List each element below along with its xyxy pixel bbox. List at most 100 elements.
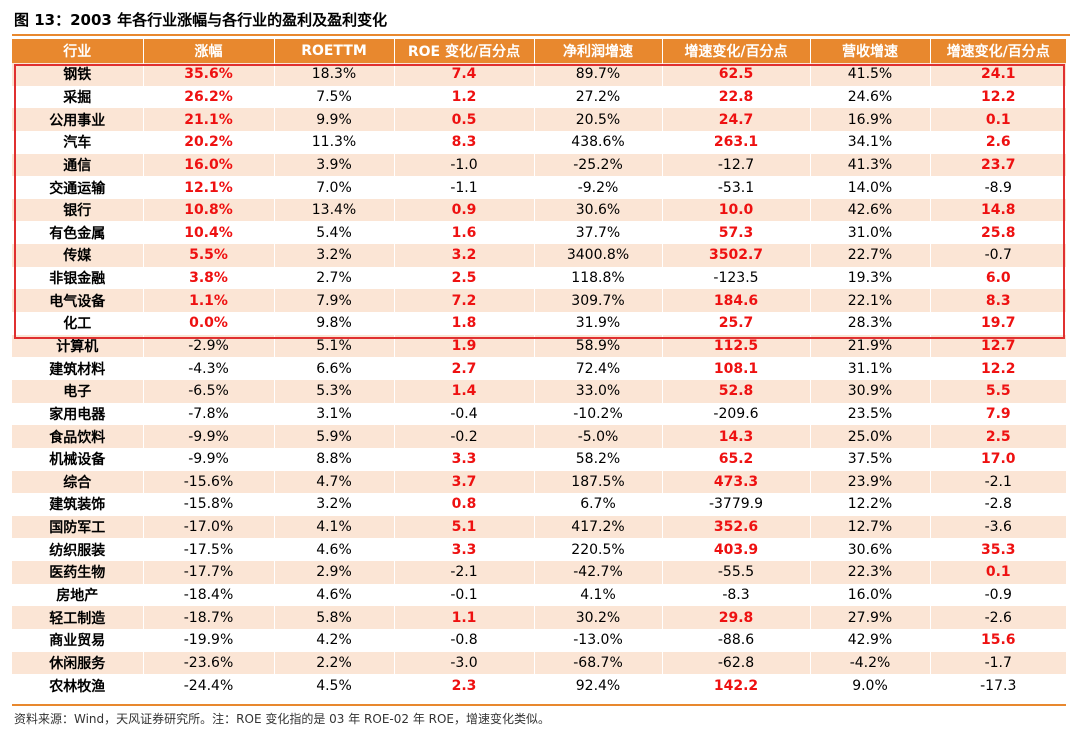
cell-net-profit-growth: -10.2% xyxy=(534,402,663,426)
cell-industry: 通信 xyxy=(12,153,144,177)
cell-revenue-growth-change: -2.6 xyxy=(930,606,1066,630)
cell-net-profit-growth-change: -3779.9 xyxy=(662,493,811,516)
cell-gain: -15.6% xyxy=(143,470,275,494)
cell-roettm: 3.2% xyxy=(274,493,395,516)
cell-revenue-growth-change: -0.9 xyxy=(930,583,1066,607)
cell-industry: 家用电器 xyxy=(12,402,144,426)
table-row: 医药生物 -17.7% 2.9% -2.1 -42.7% -55.5 22.3% 0.1 xyxy=(12,561,1066,584)
cell-revenue-growth-change: 12.2 xyxy=(930,357,1066,380)
table-row: 采掘 26.2% 7.5% 1.2 27.2% 22.8 24.6% 12.2 xyxy=(12,85,1066,109)
cell-industry: 采掘 xyxy=(12,85,144,109)
cell-net-profit-growth: 72.4% xyxy=(534,357,663,380)
cell-net-profit-growth-change: -62.8 xyxy=(662,651,811,675)
cell-revenue-growth: 16.9% xyxy=(810,108,931,131)
cell-roettm: 3.9% xyxy=(274,153,395,177)
table-row: 银行 10.8% 13.4% 0.9 30.6% 10.0 42.6% 14.8 xyxy=(12,198,1066,222)
cell-roettm: 13.4% xyxy=(274,198,395,222)
cell-industry: 化工 xyxy=(12,312,144,335)
table-header-row: 行业 涨幅 ROETTM ROE 变化/百分点 净利润增速 增速变化/百分点 营… xyxy=(12,39,1066,63)
cell-net-profit-growth: 92.4% xyxy=(534,674,663,697)
cell-gain: -9.9% xyxy=(143,425,275,448)
cell-gain: -23.6% xyxy=(143,651,275,675)
cell-net-profit-growth-change: 29.8 xyxy=(662,606,811,630)
cell-industry: 汽车 xyxy=(12,130,144,154)
table-row: 传媒 5.5% 3.2% 3.2 3400.8% 3502.7 22.7% -0.7 xyxy=(12,244,1066,267)
cell-revenue-growth-change: 12.7 xyxy=(930,334,1066,358)
cell-net-profit-growth: 37.7% xyxy=(534,221,663,245)
cell-roettm: 3.1% xyxy=(274,402,395,426)
cell-revenue-growth-change: 6.0 xyxy=(930,266,1066,290)
table-row: 建筑装饰 -15.8% 3.2% 0.8 6.7% -3779.9 12.2% -2.8 xyxy=(12,493,1066,516)
cell-roe-change: 0.5 xyxy=(394,108,535,131)
cell-revenue-growth: 30.9% xyxy=(810,379,931,403)
cell-revenue-growth-change: 8.3 xyxy=(930,289,1066,313)
cell-net-profit-growth: -13.0% xyxy=(534,629,663,652)
cell-revenue-growth: 22.3% xyxy=(810,561,931,584)
cell-net-profit-growth: 33.0% xyxy=(534,379,663,403)
cell-net-profit-growth: 58.2% xyxy=(534,447,663,471)
cell-industry: 房地产 xyxy=(12,583,144,607)
cell-roe-change: -0.4 xyxy=(394,402,535,426)
table-row: 汽车 20.2% 11.3% 8.3 438.6% 263.1 34.1% 2.6 xyxy=(12,130,1066,154)
cell-roettm: 2.2% xyxy=(274,651,395,675)
cell-net-profit-growth-change: 14.3 xyxy=(662,425,811,448)
cell-net-profit-growth: 6.7% xyxy=(534,493,663,516)
cell-net-profit-growth-change: 473.3 xyxy=(662,470,811,494)
cell-revenue-growth-change: -2.8 xyxy=(930,493,1066,516)
cell-net-profit-growth: -5.0% xyxy=(534,425,663,448)
cell-net-profit-growth-change: 10.0 xyxy=(662,198,811,222)
cell-revenue-growth: 41.3% xyxy=(810,153,931,177)
cell-roe-change: 2.5 xyxy=(394,266,535,290)
cell-roettm: 9.8% xyxy=(274,312,395,335)
cell-revenue-growth-change: 5.5 xyxy=(930,379,1066,403)
cell-roe-change: 3.2 xyxy=(394,244,535,267)
cell-gain: 10.8% xyxy=(143,198,275,222)
cell-revenue-growth: 23.5% xyxy=(810,402,931,426)
table-row: 通信 16.0% 3.9% -1.0 -25.2% -12.7 41.3% 23.7 xyxy=(12,153,1066,177)
cell-gain: 35.6% xyxy=(143,63,275,86)
cell-gain: 26.2% xyxy=(143,85,275,109)
cell-net-profit-growth: 438.6% xyxy=(534,130,663,154)
cell-revenue-growth-change: 15.6 xyxy=(930,629,1066,652)
cell-net-profit-growth: 118.8% xyxy=(534,266,663,290)
cell-roettm: 3.2% xyxy=(274,244,395,267)
cell-gain: 3.8% xyxy=(143,266,275,290)
cell-industry: 银行 xyxy=(12,198,144,222)
cell-net-profit-growth-change: 352.6 xyxy=(662,515,811,539)
table-row: 房地产 -18.4% 4.6% -0.1 4.1% -8.3 16.0% -0.9 xyxy=(12,583,1066,607)
cell-net-profit-growth-change: 403.9 xyxy=(662,538,811,562)
cell-revenue-growth-change: 35.3 xyxy=(930,538,1066,562)
column-header-industry: 行业 xyxy=(12,39,144,63)
cell-roe-change: 2.3 xyxy=(394,674,535,697)
cell-industry: 电气设备 xyxy=(12,289,144,313)
cell-net-profit-growth: 220.5% xyxy=(534,538,663,562)
cell-revenue-growth: 31.1% xyxy=(810,357,931,380)
table-row: 交通运输 12.1% 7.0% -1.1 -9.2% -53.1 14.0% -8.9 xyxy=(12,176,1066,199)
industry-table: 行业 涨幅 ROETTM ROE 变化/百分点 净利润增速 增速变化/百分点 营… xyxy=(12,39,1066,697)
cell-net-profit-growth: 4.1% xyxy=(534,583,663,607)
cell-roettm: 18.3% xyxy=(274,63,395,86)
cell-net-profit-growth-change: 22.8 xyxy=(662,85,811,109)
cell-gain: -17.5% xyxy=(143,538,275,562)
cell-revenue-growth: 22.1% xyxy=(810,289,931,313)
cell-revenue-growth: 41.5% xyxy=(810,63,931,86)
cell-net-profit-growth: 3400.8% xyxy=(534,244,663,267)
cell-industry: 传媒 xyxy=(12,244,144,267)
table-row: 农林牧渔 -24.4% 4.5% 2.3 92.4% 142.2 9.0% -17.3 xyxy=(12,674,1066,697)
cell-net-profit-growth-change: 52.8 xyxy=(662,379,811,403)
cell-net-profit-growth: 20.5% xyxy=(534,108,663,131)
cell-revenue-growth-change: 23.7 xyxy=(930,153,1066,177)
cell-revenue-growth: 24.6% xyxy=(810,85,931,109)
cell-gain: -18.7% xyxy=(143,606,275,630)
cell-roe-change: 7.2 xyxy=(394,289,535,313)
cell-roe-change: -1.1 xyxy=(394,176,535,199)
cell-roettm: 2.9% xyxy=(274,561,395,584)
cell-roe-change: -3.0 xyxy=(394,651,535,675)
cell-revenue-growth: 9.0% xyxy=(810,674,931,697)
cell-roe-change: -0.2 xyxy=(394,425,535,448)
cell-roe-change: 1.8 xyxy=(394,312,535,335)
column-header-revenue-growth: 营收增速 xyxy=(810,39,931,63)
cell-net-profit-growth: -25.2% xyxy=(534,153,663,177)
table-row: 家用电器 -7.8% 3.1% -0.4 -10.2% -209.6 23.5% 7.9 xyxy=(12,402,1066,426)
cell-industry: 建筑材料 xyxy=(12,357,144,380)
